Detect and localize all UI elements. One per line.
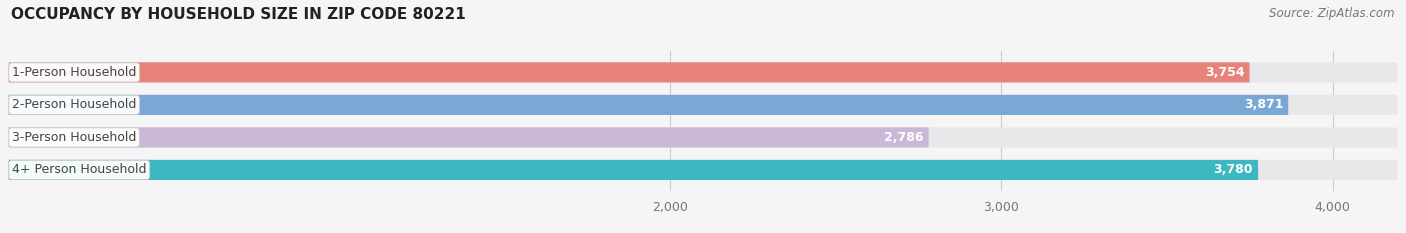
- FancyBboxPatch shape: [8, 127, 929, 147]
- FancyBboxPatch shape: [8, 62, 1398, 82]
- Text: 3-Person Household: 3-Person Household: [13, 131, 136, 144]
- FancyBboxPatch shape: [8, 160, 1398, 180]
- FancyBboxPatch shape: [8, 95, 1398, 115]
- Text: OCCUPANCY BY HOUSEHOLD SIZE IN ZIP CODE 80221: OCCUPANCY BY HOUSEHOLD SIZE IN ZIP CODE …: [11, 7, 465, 22]
- FancyBboxPatch shape: [8, 127, 1398, 147]
- Text: 3,754: 3,754: [1205, 66, 1244, 79]
- Text: 2-Person Household: 2-Person Household: [13, 98, 136, 111]
- FancyBboxPatch shape: [8, 160, 1258, 180]
- Text: 4+ Person Household: 4+ Person Household: [13, 163, 146, 176]
- Text: 1-Person Household: 1-Person Household: [13, 66, 136, 79]
- Text: 3,871: 3,871: [1244, 98, 1284, 111]
- Text: Source: ZipAtlas.com: Source: ZipAtlas.com: [1270, 7, 1395, 20]
- FancyBboxPatch shape: [8, 95, 1288, 115]
- Text: 2,786: 2,786: [884, 131, 924, 144]
- FancyBboxPatch shape: [8, 62, 1250, 82]
- Text: 3,780: 3,780: [1213, 163, 1253, 176]
